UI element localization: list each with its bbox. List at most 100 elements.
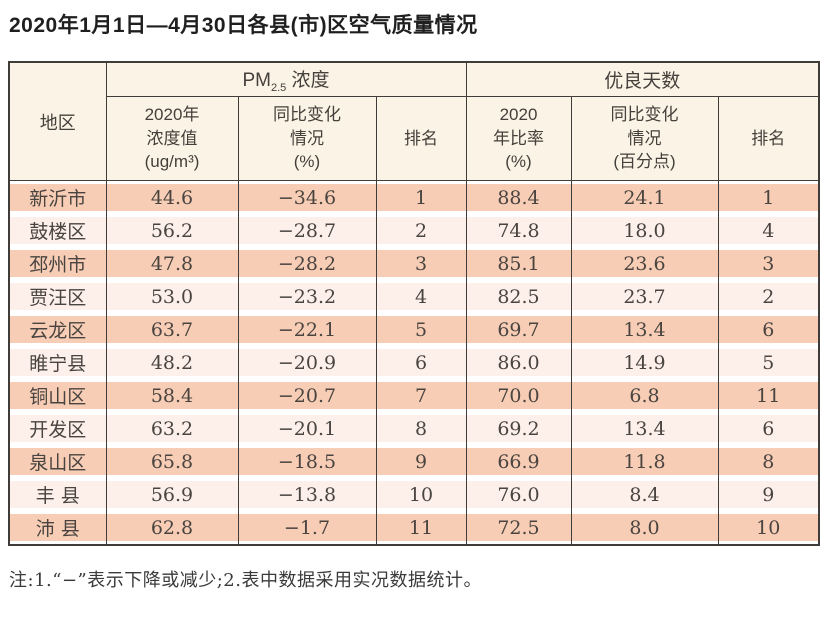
good-rank-cell: 4 xyxy=(717,214,820,248)
good-change-cell: 13.4 xyxy=(570,412,719,446)
good-ratio-cell: 82.5 xyxy=(465,280,572,314)
pm-rank-cell: 8 xyxy=(375,412,467,446)
pm-rank-cell: 6 xyxy=(375,346,467,380)
column-header-pm-value: 2020年 浓度值 (ug/m³) xyxy=(105,95,239,182)
table-row: 鼓楼区 56.2 −28.7 2 74.8 18.0 4 xyxy=(8,214,820,248)
column-header-good-rank: 排名 xyxy=(717,95,820,182)
good-rank-cell: 9 xyxy=(717,478,820,512)
good-change-cell: 18.0 xyxy=(570,214,719,248)
table-row: 云龙区 63.7 −22.1 5 69.7 13.4 6 xyxy=(8,313,820,347)
region-cell: 泉山区 xyxy=(8,445,107,479)
pm-value-cell: 44.6 xyxy=(105,180,239,215)
good-change-cell: 6.8 xyxy=(570,379,719,413)
pm25-label-suffix: 浓度 xyxy=(286,70,330,91)
region-cell: 贾汪区 xyxy=(8,280,107,314)
table-row: 新沂市 44.6 −34.6 1 88.4 24.1 1 xyxy=(8,180,820,215)
good-change-cell: 23.6 xyxy=(570,247,719,281)
good-ratio-cell: 69.2 xyxy=(465,412,572,446)
pm-change-cell: −13.8 xyxy=(237,478,377,512)
good-change-cell: 11.8 xyxy=(570,445,719,479)
region-cell: 铜山区 xyxy=(8,379,107,413)
column-header-region: 地区 xyxy=(8,61,107,182)
good-rank-cell: 10 xyxy=(717,511,820,546)
pm-rank-cell: 10 xyxy=(375,478,467,512)
region-cell: 新沂市 xyxy=(8,180,107,215)
pm-value-cell: 48.2 xyxy=(105,346,239,380)
column-header-pm-change: 同比变化 情况 (%) xyxy=(237,95,377,182)
pm-change-cell: −23.2 xyxy=(237,280,377,314)
region-cell: 沛 县 xyxy=(8,511,107,546)
good-rank-cell: 1 xyxy=(717,180,820,215)
pm-change-cell: −20.7 xyxy=(237,379,377,413)
good-ratio-cell: 69.7 xyxy=(465,313,572,347)
pm-value-cell: 63.7 xyxy=(105,313,239,347)
region-cell: 云龙区 xyxy=(8,313,107,347)
good-ratio-cell: 70.0 xyxy=(465,379,572,413)
pm-change-cell: −20.9 xyxy=(237,346,377,380)
column-header-good-ratio: 2020 年比率 (%) xyxy=(465,95,572,182)
good-rank-cell: 2 xyxy=(717,280,820,314)
good-change-cell: 14.9 xyxy=(570,346,719,380)
good-rank-cell: 5 xyxy=(717,346,820,380)
pm-value-cell: 47.8 xyxy=(105,247,239,281)
group-header-pm25: PM2.5 浓度 xyxy=(105,61,467,97)
page-title: 2020年1月1日—4月30日各县(市)区空气质量情况 xyxy=(9,14,478,37)
region-cell: 鼓楼区 xyxy=(8,214,107,248)
pm-rank-cell: 3 xyxy=(375,247,467,281)
pm-value-cell: 53.0 xyxy=(105,280,239,314)
pm-rank-cell: 7 xyxy=(375,379,467,413)
air-quality-table: 地区 PM2.5 浓度 优良天数 2020年 浓度值 (ug/m³) 同比变化 … xyxy=(8,61,821,547)
good-rank-cell: 8 xyxy=(717,445,820,479)
table-row: 开发区 63.2 −20.1 8 69.2 13.4 6 xyxy=(8,412,820,446)
pm-value-cell: 65.8 xyxy=(105,445,239,479)
column-header-good-change: 同比变化 情况 (百分点) xyxy=(570,95,719,182)
pm-change-cell: −34.6 xyxy=(237,180,377,215)
good-change-cell: 23.7 xyxy=(570,280,719,314)
good-ratio-cell: 74.8 xyxy=(465,214,572,248)
table-row: 丰 县 56.9 −13.8 10 76.0 8.4 9 xyxy=(8,478,820,512)
table-body: 新沂市 44.6 −34.6 1 88.4 24.1 1 鼓楼区 56.2 −2… xyxy=(8,180,820,546)
good-change-cell: 8.4 xyxy=(570,478,719,512)
pm-value-cell: 56.2 xyxy=(105,214,239,248)
pm-change-cell: −28.7 xyxy=(237,214,377,248)
table-row: 沛 县 62.8 −1.7 11 72.5 8.0 10 xyxy=(8,511,820,546)
pm-value-cell: 58.4 xyxy=(105,379,239,413)
pm-rank-cell: 5 xyxy=(375,313,467,347)
pm-rank-cell: 1 xyxy=(375,180,467,215)
pm-change-cell: −18.5 xyxy=(237,445,377,479)
pm-value-cell: 56.9 xyxy=(105,478,239,512)
table-header: 地区 PM2.5 浓度 优良天数 2020年 浓度值 (ug/m³) 同比变化 … xyxy=(8,61,820,182)
group-header-good-days: 优良天数 xyxy=(465,61,820,97)
table-row: 泉山区 65.8 −18.5 9 66.9 11.8 8 xyxy=(8,445,820,479)
good-ratio-cell: 76.0 xyxy=(465,478,572,512)
good-rank-cell: 11 xyxy=(717,379,820,413)
table-row: 睢宁县 48.2 −20.9 6 86.0 14.9 5 xyxy=(8,346,820,380)
pm-rank-cell: 11 xyxy=(375,511,467,546)
region-cell: 邳州市 xyxy=(8,247,107,281)
pm-change-cell: −22.1 xyxy=(237,313,377,347)
column-header-pm-rank: 排名 xyxy=(375,95,467,182)
good-rank-cell: 6 xyxy=(717,412,820,446)
pm-rank-cell: 2 xyxy=(375,214,467,248)
good-ratio-cell: 86.0 xyxy=(465,346,572,380)
good-change-cell: 13.4 xyxy=(570,313,719,347)
region-cell: 睢宁县 xyxy=(8,346,107,380)
pm25-label-subscript: 2.5 xyxy=(270,81,287,94)
pm-value-cell: 62.8 xyxy=(105,511,239,546)
footnote: 注:1.“−”表示下降或减少;2.表中数据采用实况数据统计。 xyxy=(9,570,482,592)
good-change-cell: 8.0 xyxy=(570,511,719,546)
good-rank-cell: 3 xyxy=(717,247,820,281)
good-ratio-cell: 88.4 xyxy=(465,180,572,215)
pm-change-cell: −1.7 xyxy=(237,511,377,546)
pm-value-cell: 63.2 xyxy=(105,412,239,446)
table-row: 贾汪区 53.0 −23.2 4 82.5 23.7 2 xyxy=(8,280,820,314)
pm25-label-prefix: PM xyxy=(242,70,271,91)
region-cell: 开发区 xyxy=(8,412,107,446)
good-ratio-cell: 72.5 xyxy=(465,511,572,546)
table-row: 邳州市 47.8 −28.2 3 85.1 23.6 3 xyxy=(8,247,820,281)
pm-rank-cell: 9 xyxy=(375,445,467,479)
pm-change-cell: −20.1 xyxy=(237,412,377,446)
pm-change-cell: −28.2 xyxy=(237,247,377,281)
good-ratio-cell: 66.9 xyxy=(465,445,572,479)
good-rank-cell: 6 xyxy=(717,313,820,347)
